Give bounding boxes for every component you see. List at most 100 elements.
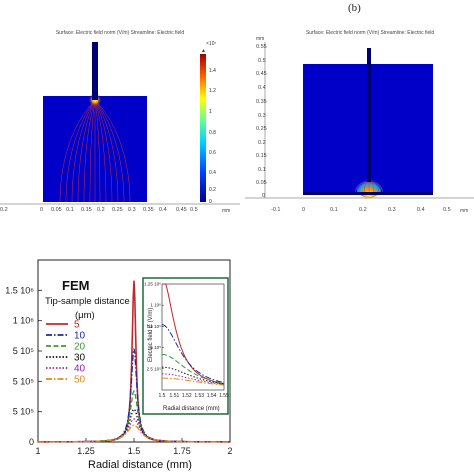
fem-x-tick-label: 1.75 (173, 446, 191, 456)
fem-x-label: Radial distance (mm) (88, 459, 192, 471)
left-sim-field-plot (0, 42, 240, 205)
left-x-tick: 0.2 (0, 207, 8, 213)
fem-curves (38, 280, 230, 443)
inset-frame (142, 277, 229, 415)
right-y-unit: mm (256, 36, 265, 42)
fem-x-tick-label: 2 (227, 446, 232, 456)
fem-chart: 0 5 10⁵ 5 10⁵ 5 10⁵ 1 10⁶ 1.5 10⁶ 1 1.25 1.5 1.7… (5, 259, 233, 471)
left-x-tick: 0.5 (190, 207, 198, 213)
inset-series-line (161, 366, 225, 385)
inset-x-ticks: 1.5 1.51 1.52 1.53 1.54 1.55 (159, 393, 230, 399)
right-y-tick: 0.55 (256, 44, 267, 50)
right-y-tick: 0.3 (258, 113, 266, 119)
panel-label-b: (b) (348, 2, 361, 14)
inset-x-tick-label: 1.54 (207, 393, 217, 399)
left-x-tick: 0.2 (97, 207, 105, 213)
right-x-tick: 0.4 (417, 207, 425, 213)
fem-y-tick-label: 1 10⁶ (13, 316, 35, 326)
fem-y-tick-label: 5 10⁵ (13, 376, 35, 386)
fem-inset: 1.25 10⁶ 1 10⁶ 7.5 10⁵ 5 10⁵ 2.5 10⁵ 1.5 1.51… (142, 277, 230, 415)
right-y-tick: 0.4 (258, 85, 266, 91)
legend-label: 40 (74, 364, 86, 375)
left-sim-title: Surface: Electric field norm (V/m) Strea… (55, 30, 185, 36)
colorbar-tick: 1.2 (209, 88, 216, 94)
inset-x-tick-label: 1.53 (194, 393, 204, 399)
right-y-tick: 0.25 (256, 126, 267, 132)
right-x-tick: 0.1 (330, 207, 338, 213)
left-x-tick: 0.25 (112, 207, 123, 213)
right-sim-title: Surface: Electric field norm (V/m) Strea… (305, 30, 435, 36)
legend-label: 30 (74, 353, 86, 364)
right-x-tick: -0.1 (271, 207, 281, 213)
left-sim-tip (92, 42, 98, 100)
right-y-tick: 0.05 (256, 180, 267, 186)
inset-y-tick-label: 5 10⁵ (150, 345, 161, 350)
left-sim-streamlines (59, 99, 131, 203)
inset-x-tick-label: 1.52 (182, 393, 192, 399)
left-x-tick: 0.35 (143, 207, 154, 213)
fem-y-tick-label: 1.5 10⁶ (5, 285, 34, 295)
colorbar-tick: 0.2 (209, 187, 216, 193)
inset-plot-area (161, 283, 225, 391)
inset-series-line (161, 324, 225, 383)
inset-curves (161, 283, 225, 386)
left-x-tick: 0.05 (51, 207, 62, 213)
inset-series-line (162, 373, 225, 385)
right-x-tick: 0.2 (359, 207, 367, 213)
right-x-tick: 0 (302, 207, 306, 213)
right-sim-field-plot (245, 42, 474, 199)
colorbar-tick: 1.4 (209, 68, 216, 74)
legend-subtitle: Tip-sample distance (45, 296, 130, 307)
colorbar (200, 54, 206, 202)
inset-y-tick-label: 7.5 10⁵ (147, 324, 162, 329)
fem-series-line (38, 418, 230, 443)
colorbar-max-marker: ▲ (201, 48, 206, 54)
inset-x-tick-label: 1.51 (170, 393, 180, 399)
colorbar-tick: 0.4 (209, 170, 216, 176)
inset-y-ticks: 1.25 10⁶ 1 10⁶ 7.5 10⁵ 5 10⁵ 2.5 10⁵ (144, 282, 164, 371)
fem-x-tick-label: 1 (35, 446, 40, 456)
left-x-tick: 0.45 (176, 207, 187, 213)
fem-y-ticks: 0 5 10⁵ 5 10⁵ 5 10⁵ 1 10⁶ 1.5 10⁶ (5, 285, 42, 447)
inset-series-line (161, 353, 225, 384)
right-x-tick: 0.3 (388, 207, 396, 213)
right-y-tick: 0.1 (258, 167, 266, 173)
left-x-tick: 0.15 (81, 207, 92, 213)
inset-x-tick-label: 1.55 (219, 393, 229, 399)
inset-y-tick-label: 2.5 10⁵ (147, 366, 162, 371)
inset-x-label: Radial distance (mm) (163, 406, 220, 412)
fem-x-tick-label: 1.5 (128, 446, 141, 456)
colorbar-tick: 0 (209, 199, 212, 205)
colorbar-tick: 1 (209, 109, 212, 115)
left-x-tick: 0 (40, 207, 44, 213)
right-y-tick: 0.35 (256, 99, 267, 105)
right-sim-tip (367, 48, 371, 182)
fem-y-tick-label: 5 10⁵ (13, 346, 35, 356)
left-x-unit: mm (222, 208, 231, 214)
inset-x-tick-label: 1.5 (159, 393, 166, 399)
legend-label: 5 (74, 320, 80, 331)
right-y-tick: 0.2 (258, 140, 266, 146)
right-x-unit: mm (460, 208, 469, 214)
left-x-tick: 0.1 (66, 207, 74, 213)
inset-y-tick-label: 1 10⁶ (150, 303, 161, 308)
right-x-tick: 0.5 (443, 207, 451, 213)
right-sim-substrate (303, 192, 433, 195)
fem-y-tick-label: 5 10⁵ (13, 407, 35, 417)
legend-label: 50 (74, 375, 86, 386)
fem-x-ticks: 1 1.25 1.5 1.75 2 (35, 438, 233, 456)
legend-label: 20 (74, 342, 86, 353)
right-y-tick: 0.15 (256, 153, 267, 159)
fem-series-line (38, 424, 230, 443)
colorbar-exponent: ×10⁷ (206, 41, 217, 47)
right-y-tick: 0.5 (258, 58, 266, 64)
inset-series-line (162, 377, 225, 386)
fem-x-tick-label: 1.25 (77, 446, 95, 456)
fem-y-tick-label: 0 (29, 437, 34, 447)
inset-series-line (162, 283, 225, 385)
colorbar-tick: 0.8 (209, 130, 216, 136)
left-x-tick: 0.3 (128, 207, 136, 213)
inset-y-tick-label: 1.25 10⁶ (144, 282, 161, 287)
